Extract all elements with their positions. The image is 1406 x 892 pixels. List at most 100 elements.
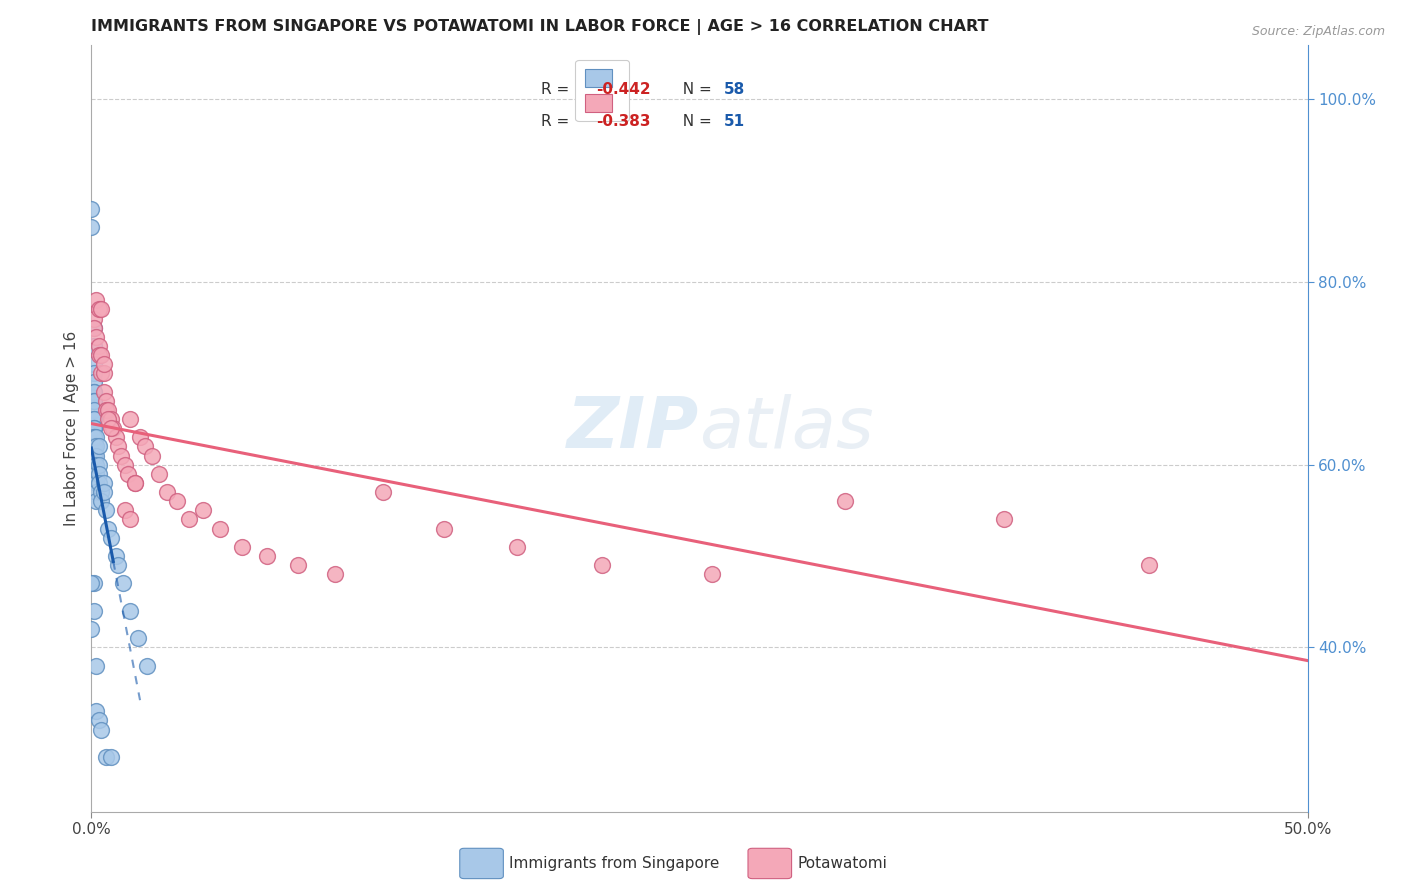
Point xyxy=(84,430,107,444)
Point xyxy=(83,393,105,408)
Point xyxy=(84,458,107,472)
Point xyxy=(83,412,105,426)
Point xyxy=(114,503,136,517)
Point xyxy=(83,430,105,444)
Point xyxy=(506,540,529,554)
Point xyxy=(87,348,110,362)
Point xyxy=(84,658,107,673)
Point xyxy=(93,384,115,399)
Point xyxy=(83,357,105,371)
Point xyxy=(124,475,146,490)
Point xyxy=(83,439,105,453)
Point xyxy=(231,540,253,554)
Point xyxy=(90,367,112,381)
Point xyxy=(83,576,105,591)
Text: 58: 58 xyxy=(724,81,745,96)
Point xyxy=(120,604,142,618)
Point xyxy=(129,430,152,444)
Point xyxy=(84,704,107,718)
Point xyxy=(83,320,105,334)
Point xyxy=(83,339,105,353)
Point xyxy=(93,485,115,500)
Point xyxy=(256,549,278,563)
Point xyxy=(83,439,105,453)
Point xyxy=(84,475,107,490)
Point xyxy=(84,293,107,308)
Point xyxy=(87,714,110,728)
Point xyxy=(1139,558,1161,573)
Point xyxy=(84,330,107,344)
Point xyxy=(90,348,112,362)
Point xyxy=(209,522,232,536)
Point xyxy=(166,494,188,508)
Point xyxy=(100,531,122,545)
Text: Immigrants from Singapore: Immigrants from Singapore xyxy=(509,856,720,871)
Point xyxy=(83,393,105,408)
Point xyxy=(433,522,456,536)
Point xyxy=(84,485,107,500)
Point xyxy=(97,522,120,536)
Point xyxy=(93,357,115,371)
Point xyxy=(110,449,132,463)
Point xyxy=(124,475,146,490)
Point xyxy=(94,403,117,417)
Point xyxy=(83,384,105,399)
Point xyxy=(120,512,142,526)
Point xyxy=(104,430,127,444)
Point xyxy=(93,367,115,381)
Point xyxy=(103,421,125,435)
Legend: , : , xyxy=(575,60,628,121)
Point xyxy=(111,576,134,591)
Point xyxy=(117,467,139,481)
Point xyxy=(87,339,110,353)
Text: atlas: atlas xyxy=(699,393,875,463)
Text: Potawatomi: Potawatomi xyxy=(797,856,887,871)
Text: N =: N = xyxy=(672,114,716,128)
Point xyxy=(177,512,200,526)
Point xyxy=(148,467,170,481)
Text: -0.383: -0.383 xyxy=(596,114,651,128)
Point xyxy=(83,449,105,463)
Point xyxy=(83,430,105,444)
Point xyxy=(141,449,163,463)
Point xyxy=(107,558,129,573)
Point xyxy=(127,631,149,645)
Point xyxy=(114,458,136,472)
Point xyxy=(83,367,105,381)
Text: Source: ZipAtlas.com: Source: ZipAtlas.com xyxy=(1251,25,1385,38)
Text: R =: R = xyxy=(541,114,575,128)
Point xyxy=(104,549,127,563)
Point xyxy=(136,658,159,673)
Point xyxy=(83,421,105,435)
Point xyxy=(134,439,156,453)
Point xyxy=(83,449,105,463)
Point xyxy=(323,567,346,582)
Point xyxy=(193,503,215,517)
Point xyxy=(87,475,110,490)
Y-axis label: In Labor Force | Age > 16: In Labor Force | Age > 16 xyxy=(65,331,80,525)
Point xyxy=(97,403,120,417)
Point xyxy=(100,750,122,764)
Point xyxy=(83,403,105,417)
Point xyxy=(373,485,395,500)
Point xyxy=(90,723,112,737)
Text: 51: 51 xyxy=(724,114,745,128)
Point xyxy=(83,311,105,326)
Text: R =: R = xyxy=(541,81,575,96)
Point xyxy=(80,622,103,636)
Point xyxy=(83,376,105,390)
Point xyxy=(80,202,103,216)
Point xyxy=(93,475,115,490)
Point xyxy=(84,439,107,453)
Point xyxy=(94,750,117,764)
Point xyxy=(83,458,105,472)
Text: IMMIGRANTS FROM SINGAPORE VS POTAWATOMI IN LABOR FORCE | AGE > 16 CORRELATION CH: IMMIGRANTS FROM SINGAPORE VS POTAWATOMI … xyxy=(91,19,988,35)
Point xyxy=(83,320,105,334)
Point xyxy=(87,302,110,317)
Point xyxy=(94,503,117,517)
Point xyxy=(83,384,105,399)
Point xyxy=(90,494,112,508)
Point xyxy=(83,412,105,426)
Point xyxy=(87,439,110,453)
Point xyxy=(80,576,103,591)
